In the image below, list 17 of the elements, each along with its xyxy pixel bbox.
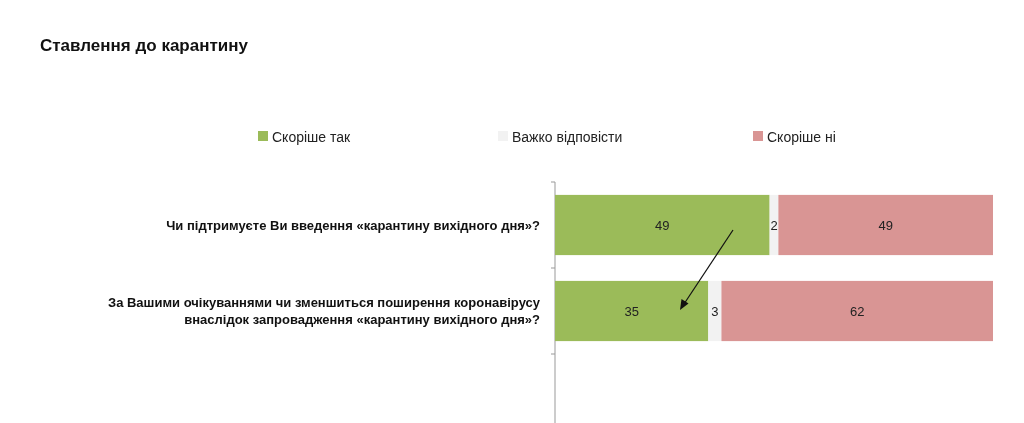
bar	[778, 194, 993, 256]
legend-label: Скоріше ні	[767, 128, 836, 145]
data-label: 35	[624, 303, 639, 319]
bar	[721, 280, 993, 342]
bar	[708, 280, 722, 342]
data-label: 3	[711, 303, 719, 319]
y-tick-label: Чи підтримуєте Ви введення «карантину вихідного дня»?	[166, 217, 541, 233]
legend-label: Важко відповісти	[512, 128, 623, 145]
bar	[555, 194, 770, 256]
text: Ставлення до карантину	[40, 36, 249, 55]
data-label: 49	[655, 217, 670, 233]
bar	[555, 280, 709, 342]
y-tick-label: За Вашими очікуваннями чи зменшиться поширення коронавірусу внаслідок запровадження «карантину вихідного дня»?	[108, 295, 541, 328]
legend-label: Скоріше так	[272, 128, 352, 145]
data-label: 49	[878, 217, 893, 233]
data-label: 2	[770, 217, 778, 233]
data-label: 62	[849, 303, 865, 319]
